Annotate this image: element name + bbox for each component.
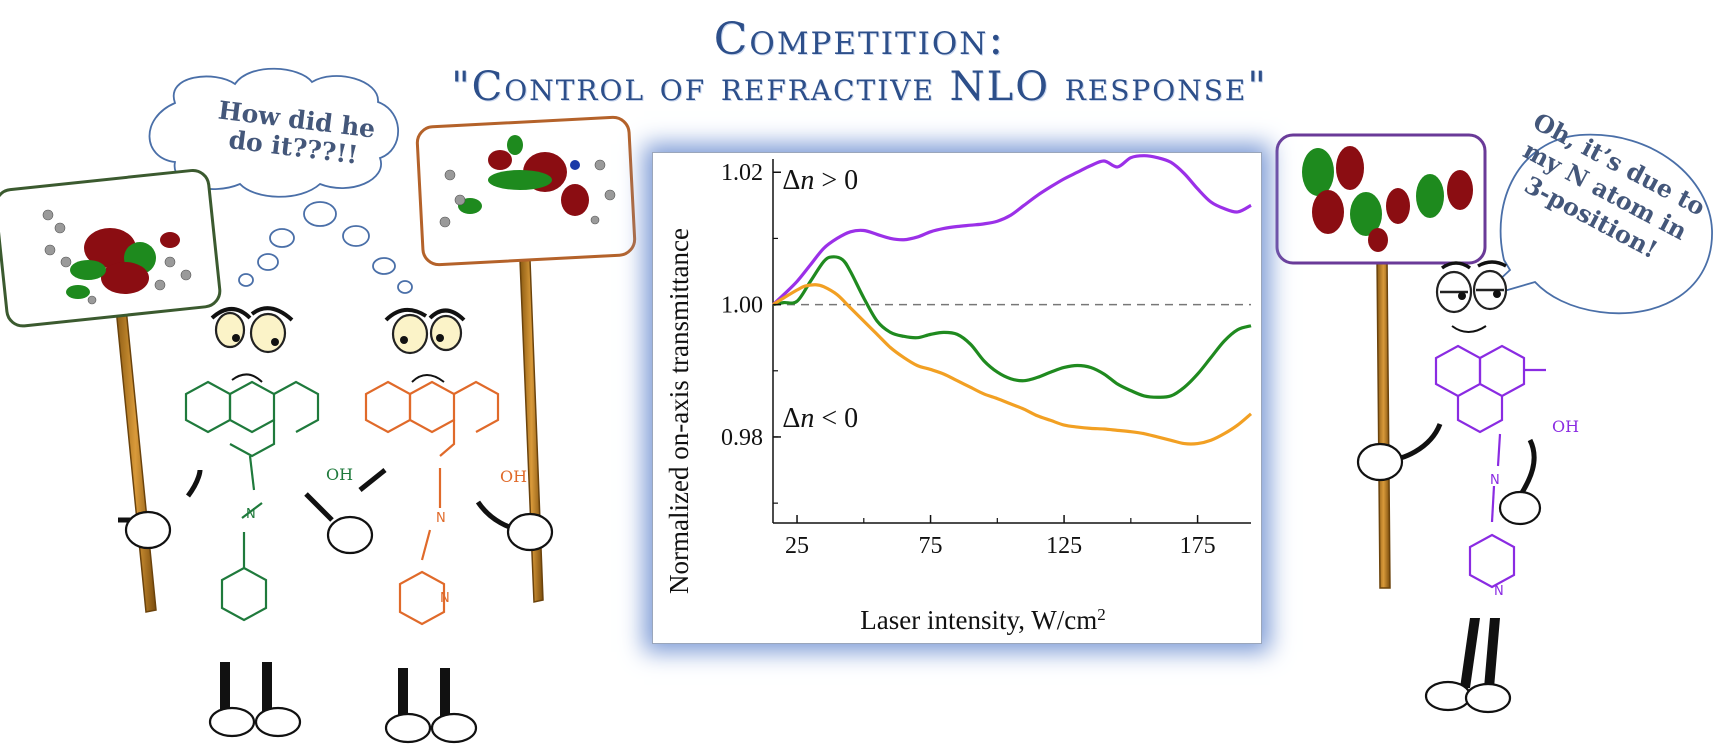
x-tick-label: 125	[1046, 533, 1082, 559]
title-line1: Competition:	[713, 14, 1006, 65]
eyes-purple	[1435, 260, 1508, 333]
chart-ticks: 0.98 1.00 1.02 25 75 125 175	[721, 160, 1216, 559]
sign-left-green	[0, 168, 222, 613]
label-n-purple-azo: N	[1490, 473, 1500, 488]
y-tick-label: 1.00	[721, 293, 763, 319]
sign-right-purple	[1275, 133, 1487, 589]
chart-y-axis-label: Normalized on-axis transmittance	[664, 228, 694, 594]
eyes-green	[210, 306, 294, 383]
label-oh-green: OH	[326, 465, 353, 484]
orbital-image-purple	[1302, 146, 1473, 252]
series-line-0	[771, 154, 1252, 306]
chart-annotations: Δn > 0 Δn < 0	[782, 165, 858, 434]
series-line-2	[772, 283, 1253, 446]
chart-x-axis-label: Laser intensity, W/cm2	[860, 605, 1105, 636]
eyes-orange	[384, 308, 466, 383]
transmittance-chart: 0.98 1.00 1.02 25 75 125 175 Δn > 0 Δn < 0 Norm…	[664, 154, 1253, 636]
character-purple	[1356, 260, 1546, 714]
thought-bubble-left	[148, 67, 413, 294]
character-green	[118, 306, 387, 738]
annotation-delta-n-1: Δn < 0	[782, 403, 858, 434]
speech-bubble-right	[1479, 133, 1713, 315]
series-line-1	[772, 255, 1252, 399]
x-tick-label: 25	[785, 533, 809, 559]
label-n-orange-azo: N	[436, 511, 446, 526]
y-tick-label: 1.02	[721, 160, 763, 186]
x-tick-label: 175	[1180, 533, 1216, 559]
y-tick-label: 0.98	[721, 425, 763, 451]
chart-axes	[772, 159, 1251, 524]
orbital-image-green	[42, 209, 192, 305]
label-oh-orange: OH	[500, 467, 527, 486]
label-n-green-azo: N	[246, 507, 256, 522]
orbital-image-orange	[439, 135, 616, 228]
label-n-purple-pyridine: N	[1494, 584, 1504, 599]
x-tick-label: 75	[919, 533, 943, 559]
label-oh-purple: OH	[1552, 417, 1579, 436]
title-line2: "Control of refractive NLO response"	[451, 64, 1268, 110]
label-n-orange-pyridine: N	[440, 591, 450, 606]
character-orange	[364, 308, 554, 744]
annotation-delta-n-0: Δn > 0	[782, 165, 858, 196]
chart-series	[771, 154, 1253, 446]
chart-frame: 0.98 1.00 1.02 25 75 125 175 Δn > 0 Δn < 0 Norm…	[652, 152, 1262, 644]
